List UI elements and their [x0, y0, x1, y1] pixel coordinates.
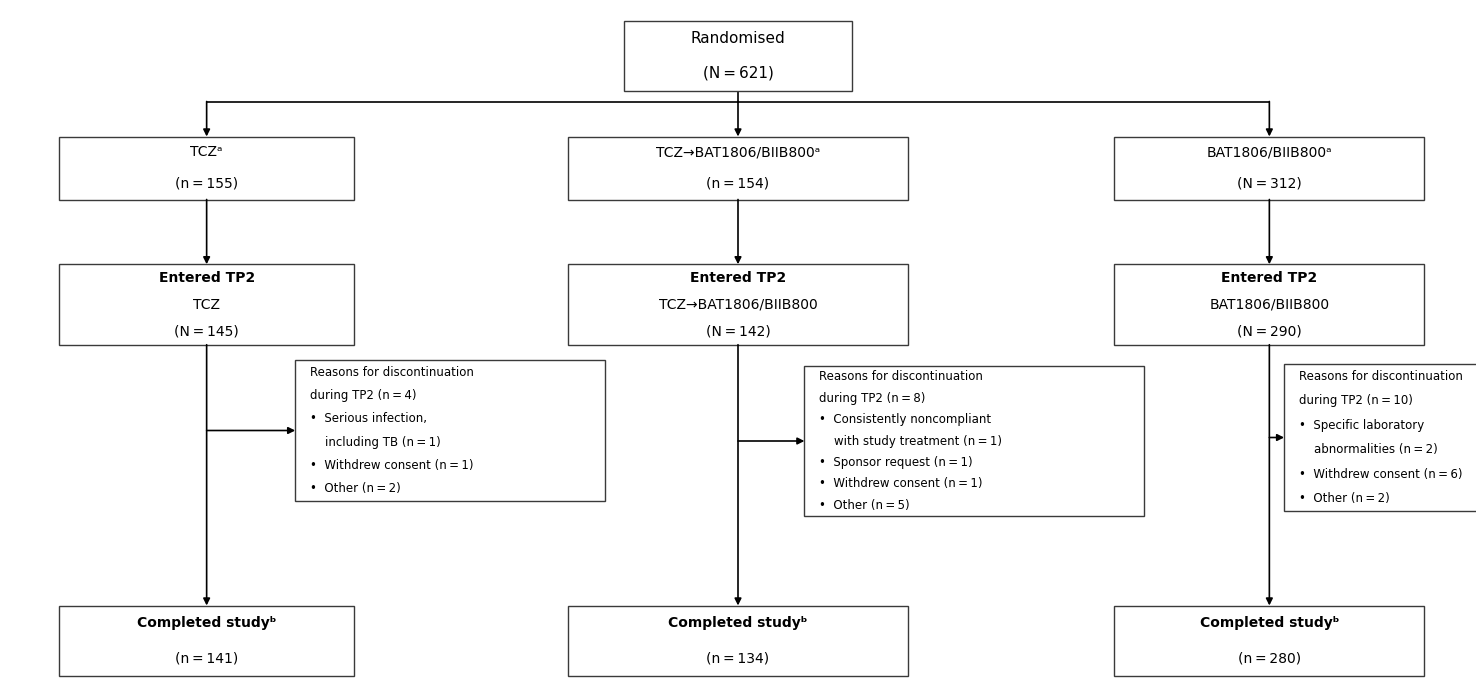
Text: •  Withdrew consent (n = 1): • Withdrew consent (n = 1)	[310, 459, 474, 472]
Text: TCZ→BAT1806/BIIB800ᵃ: TCZ→BAT1806/BIIB800ᵃ	[655, 145, 821, 159]
Text: (n = 154): (n = 154)	[707, 176, 769, 190]
Text: with study treatment (n = 1): with study treatment (n = 1)	[819, 435, 1002, 447]
Text: (n = 155): (n = 155)	[176, 176, 238, 190]
FancyBboxPatch shape	[1114, 136, 1424, 199]
FancyBboxPatch shape	[568, 265, 908, 345]
Text: Randomised: Randomised	[691, 31, 785, 46]
Text: during TP2 (n = 4): during TP2 (n = 4)	[310, 389, 416, 402]
Text: during TP2 (n = 8): during TP2 (n = 8)	[819, 391, 925, 405]
Text: Entered TP2: Entered TP2	[1221, 271, 1318, 285]
Text: Reasons for discontinuation: Reasons for discontinuation	[310, 365, 474, 379]
FancyBboxPatch shape	[1114, 606, 1424, 676]
Text: TCZᵃ: TCZᵃ	[190, 145, 223, 159]
Text: during TP2 (n = 10): during TP2 (n = 10)	[1299, 394, 1413, 407]
Text: •  Other (n = 2): • Other (n = 2)	[1299, 492, 1389, 505]
Text: Reasons for discontinuation: Reasons for discontinuation	[819, 370, 983, 383]
Text: •  Sponsor request (n = 1): • Sponsor request (n = 1)	[819, 456, 973, 469]
FancyBboxPatch shape	[59, 265, 354, 345]
FancyBboxPatch shape	[295, 360, 605, 500]
Text: BAT1806/BIIB800ᵃ: BAT1806/BIIB800ᵃ	[1206, 145, 1333, 159]
Text: Completed studyᵇ: Completed studyᵇ	[137, 616, 276, 630]
FancyBboxPatch shape	[804, 365, 1144, 517]
Text: (N = 621): (N = 621)	[703, 66, 773, 81]
FancyBboxPatch shape	[59, 606, 354, 676]
Text: •  Other (n = 5): • Other (n = 5)	[819, 499, 909, 512]
FancyBboxPatch shape	[1284, 364, 1476, 511]
Text: •  Consistently noncompliant: • Consistently noncompliant	[819, 413, 992, 426]
Text: •  Specific laboratory: • Specific laboratory	[1299, 419, 1424, 432]
FancyBboxPatch shape	[1114, 265, 1424, 345]
Text: Completed studyᵇ: Completed studyᵇ	[1200, 616, 1339, 630]
Text: Completed studyᵇ: Completed studyᵇ	[669, 616, 807, 630]
FancyBboxPatch shape	[623, 21, 853, 91]
Text: TCZ: TCZ	[193, 298, 220, 312]
FancyBboxPatch shape	[568, 136, 908, 199]
Text: •  Withdrew consent (n = 6): • Withdrew consent (n = 6)	[1299, 468, 1463, 481]
Text: •  Serious infection,: • Serious infection,	[310, 412, 427, 426]
Text: (N = 145): (N = 145)	[174, 324, 239, 338]
Text: Entered TP2: Entered TP2	[689, 271, 787, 285]
FancyBboxPatch shape	[568, 606, 908, 676]
Text: (N = 312): (N = 312)	[1237, 176, 1302, 190]
Text: (N = 142): (N = 142)	[706, 324, 770, 338]
Text: BAT1806/BIIB800: BAT1806/BIIB800	[1209, 298, 1330, 312]
Text: TCZ→BAT1806/BIIB800: TCZ→BAT1806/BIIB800	[658, 298, 818, 312]
Text: abnormalities (n = 2): abnormalities (n = 2)	[1299, 443, 1438, 456]
Text: (n = 280): (n = 280)	[1238, 651, 1300, 665]
Text: •  Withdrew consent (n = 1): • Withdrew consent (n = 1)	[819, 477, 983, 491]
Text: (n = 141): (n = 141)	[176, 651, 238, 665]
Text: •  Other (n = 2): • Other (n = 2)	[310, 482, 400, 496]
FancyBboxPatch shape	[59, 136, 354, 199]
Text: Reasons for discontinuation: Reasons for discontinuation	[1299, 370, 1463, 383]
Text: Entered TP2: Entered TP2	[158, 271, 255, 285]
Text: (N = 290): (N = 290)	[1237, 324, 1302, 338]
Text: (n = 134): (n = 134)	[707, 651, 769, 665]
Text: including TB (n = 1): including TB (n = 1)	[310, 435, 441, 449]
